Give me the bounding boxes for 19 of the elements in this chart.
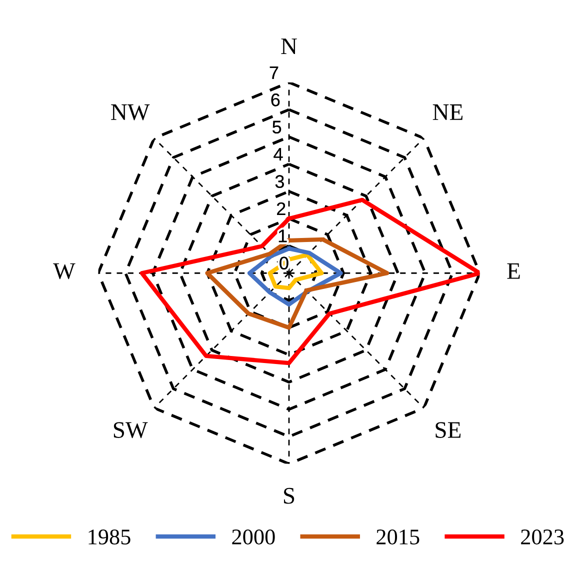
y-tick-label: 1 bbox=[278, 230, 287, 242]
spoke-label: S bbox=[284, 488, 294, 504]
spoke-label: E bbox=[507, 263, 520, 279]
legend-label: 1985 bbox=[88, 529, 130, 544]
spoke-label: NW bbox=[111, 104, 150, 120]
y-tick-label: 3 bbox=[275, 175, 284, 188]
spoke-label: SE bbox=[436, 422, 461, 438]
y-tick-label: 6 bbox=[271, 94, 280, 106]
legend-label: 2023 bbox=[521, 529, 564, 544]
spoke-label: N bbox=[281, 38, 297, 54]
spoke-label: NE bbox=[432, 104, 462, 120]
y-tick-label: 4 bbox=[274, 148, 283, 161]
spoke-label: SW bbox=[114, 422, 148, 438]
y-tick-label: 5 bbox=[272, 120, 282, 134]
spoke-label: W bbox=[53, 263, 76, 280]
y-tick-label: 2 bbox=[277, 202, 286, 215]
legend-label: 2000 bbox=[232, 529, 275, 544]
y-tick-label: 7 bbox=[270, 66, 278, 79]
legend-label: 2015 bbox=[376, 529, 420, 544]
